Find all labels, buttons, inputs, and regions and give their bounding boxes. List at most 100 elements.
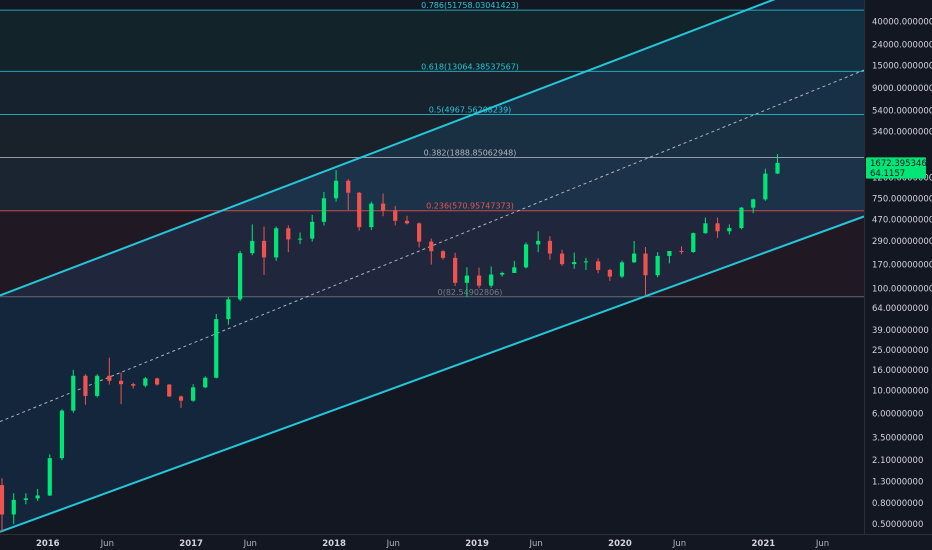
x-tick-label: 2019: [465, 539, 489, 549]
candle-body: [23, 498, 28, 500]
y-tick-label: 750.00000000: [872, 195, 932, 205]
candle-body: [583, 261, 589, 263]
y-tick-label: 2.10000000: [872, 456, 923, 466]
x-tick-label: 2017: [179, 539, 203, 549]
x-tick-label: 2021: [752, 539, 776, 549]
candle-body: [691, 233, 696, 252]
fib-label: 0.5(4967.56208239): [429, 105, 512, 114]
channel-lines: [0, 0, 864, 533]
price-label: 1672.39534657: [870, 159, 932, 169]
candle-body: [476, 275, 482, 286]
candle-body: [440, 251, 446, 258]
candle-body: [286, 228, 291, 240]
channel-area: [0, 0, 864, 532]
price-label-bg: [866, 157, 926, 169]
candle-body: [715, 223, 720, 232]
price-label-bg: [866, 167, 926, 179]
candle-body: [167, 384, 172, 397]
y-tick-label: 170.00000000: [872, 261, 932, 271]
y-tick-label: 39.00000000: [872, 326, 929, 336]
x-tick-label: Jun: [386, 539, 400, 549]
y-tick-label: 10.00000000: [872, 387, 929, 397]
candle-body: [727, 228, 732, 232]
x-tick-label: Jun: [815, 539, 829, 549]
fib-zone: [0, 71, 864, 115]
y-tick-label: 64.00000000: [872, 304, 929, 314]
y-tick-label: 0.50000000: [872, 520, 923, 530]
channel-upper-line: [0, 0, 776, 297]
fib-label: 0.382(1888.85062948): [424, 148, 517, 157]
fib-zone: [0, 157, 864, 211]
candle-body: [59, 410, 65, 459]
candle-body: [11, 499, 16, 515]
fib-label: 0(82.54902806): [438, 288, 503, 297]
x-tick-label: Jun: [100, 539, 114, 549]
fib-label: 0.236(570.95747373): [426, 202, 514, 211]
x-tick-label: 2016: [36, 539, 60, 549]
fib-lines: 0.786(51758.03041423) 0.618(13064.3853756…: [0, 1, 864, 298]
candle-body: [191, 387, 196, 401]
candle-body: [357, 192, 362, 228]
y-tick-label: 6.00000000: [872, 409, 923, 419]
candle-body: [523, 244, 529, 268]
fib-label: 0.618(13064.38537567): [421, 62, 519, 71]
candle-body: [536, 240, 541, 245]
y-tick-label: 290.00000000: [872, 237, 932, 247]
candle-body: [739, 207, 744, 229]
y-tick-label: 25.00000000: [872, 346, 929, 356]
candle-body: [274, 228, 279, 258]
fib-zone: [0, 210, 864, 297]
fib-zone: [0, 114, 864, 158]
candle-body: [47, 458, 52, 496]
x-tick-label: 2020: [608, 539, 632, 549]
candle-body: [83, 375, 88, 396]
candle-body: [250, 240, 255, 254]
candle-body: [346, 180, 351, 193]
channel-fill: [0, 0, 864, 532]
x-tick-label: Jun: [243, 539, 257, 549]
candle-body: [321, 198, 327, 222]
x-tick-label: Jun: [672, 539, 686, 549]
candle-body: [679, 251, 684, 253]
candle-body: [404, 220, 410, 224]
fib-label: 0.786(51758.03041423): [421, 1, 519, 10]
candle-body: [429, 241, 434, 252]
candle-body: [500, 272, 505, 275]
y-tick-label: 1.30000000: [872, 478, 923, 488]
x-tick-label: 2018: [322, 539, 346, 549]
candle-body: [369, 203, 374, 228]
candle-body: [118, 380, 124, 385]
candle-body: [0, 485, 5, 515]
candle-body: [297, 238, 303, 240]
candle-body: [107, 375, 112, 381]
candle-body: [547, 240, 553, 254]
candle-body: [619, 262, 625, 277]
price-axis[interactable]: 40000.00000000 24000.00000000 15000.000000…: [872, 18, 932, 530]
candle-body: [380, 203, 386, 211]
candle-body: [489, 274, 494, 286]
y-tick-label: 9000.00000000: [872, 84, 932, 94]
time-axis[interactable]: 2016 Jun 2017 Jun 2018 Jun 2019 Jun 2020 Jun 2021 J…: [36, 539, 829, 549]
candle-body: [464, 275, 469, 283]
y-tick-label: 40000.00000000: [872, 18, 932, 28]
y-tick-label: 5400.00000000: [872, 107, 932, 117]
candle-body: [214, 319, 219, 378]
candle-body: [71, 375, 76, 411]
candle-body: [131, 384, 136, 386]
candle-body: [154, 378, 160, 385]
candle-body: [655, 255, 660, 276]
candle-body: [143, 378, 148, 386]
y-tick-label: 0.80000000: [872, 499, 923, 509]
candle-body: [751, 199, 756, 208]
candle-body: [95, 375, 100, 396]
y-tick-label: 16.00000000: [872, 366, 929, 376]
y-tick-label: 3.50000000: [872, 433, 923, 443]
price-label: 64.1157: [870, 169, 905, 179]
candle-body: [417, 223, 422, 242]
candle-body: [226, 299, 231, 320]
candles: [0, 154, 780, 532]
candle-body: [393, 210, 398, 221]
